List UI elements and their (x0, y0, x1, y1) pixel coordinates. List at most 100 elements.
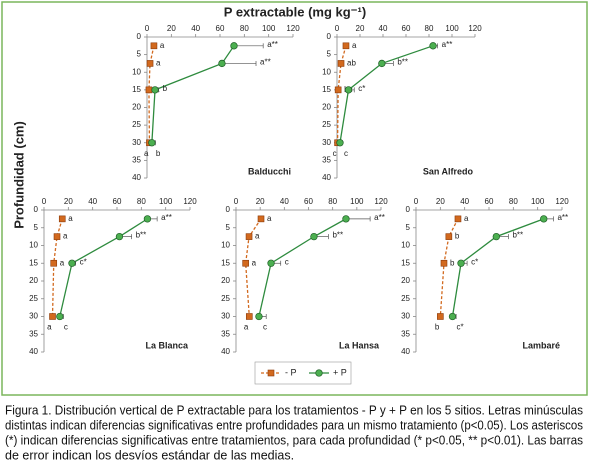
series-line (451, 218, 544, 317)
point-letter: ab (347, 59, 356, 68)
marker (49, 313, 56, 320)
series-line (151, 45, 235, 143)
panel-title: San Alfredo (423, 166, 474, 176)
x-tick-label: 100 (159, 197, 173, 206)
y-tick-label: 30 (132, 138, 141, 147)
panel-title: Lambaré (522, 340, 560, 350)
x-tick-label: 20 (167, 24, 176, 33)
y-tick-label: 30 (322, 138, 331, 147)
marker (56, 312, 64, 321)
y-tick-label: 15 (322, 85, 331, 94)
x-tick-label: 100 (531, 197, 545, 206)
y-tick-label: 0 (226, 205, 231, 214)
y-tick-label: 10 (322, 67, 331, 76)
panel-title: La Blanca (145, 340, 189, 350)
y-tick-label: 35 (221, 329, 230, 338)
point-letter: b (156, 149, 161, 158)
point-letter: a (63, 232, 68, 241)
y-tick-label: 20 (29, 276, 38, 285)
y-tick-label: 20 (132, 103, 141, 112)
point-letter: c (64, 323, 68, 332)
marker (150, 42, 158, 50)
x-tick-label: 40 (379, 24, 388, 33)
frame (1, 1, 588, 396)
point-letter: c (263, 323, 267, 332)
marker (68, 259, 76, 267)
marker (245, 313, 253, 320)
point-letter: a** (161, 213, 172, 222)
marker (115, 232, 124, 241)
x-tick-label: 60 (216, 24, 225, 33)
marker (145, 86, 153, 94)
point-letter: a (160, 41, 165, 50)
x-tick-label: 100 (445, 24, 459, 33)
marker (146, 60, 154, 67)
point-letter: c* (471, 257, 478, 266)
point-letter: c* (80, 257, 87, 266)
legend-label: + P (333, 367, 347, 377)
marker (255, 312, 263, 321)
x-tick-label: 120 (183, 197, 197, 206)
y-tick-label: 10 (29, 241, 38, 250)
point-letter: a (60, 258, 65, 267)
point-letter: c (285, 257, 289, 266)
y-tick-label: 10 (221, 241, 230, 250)
point-letter: c (333, 149, 337, 158)
marker (344, 86, 353, 94)
y-tick-label: 20 (401, 276, 410, 285)
marker (148, 139, 156, 147)
marker (315, 369, 323, 377)
x-tick-label: 80 (425, 24, 434, 33)
marker (58, 215, 66, 223)
x-tick-label: 40 (280, 197, 289, 206)
y-tick-label: 5 (226, 223, 231, 232)
y-tick-label: 5 (137, 50, 142, 59)
y-tick-label: 35 (322, 155, 331, 164)
point-letter: b** (397, 58, 408, 67)
point-letter: a (47, 323, 52, 332)
marker (336, 139, 344, 147)
marker (457, 259, 465, 267)
marker (454, 215, 462, 223)
marker (230, 42, 238, 50)
y-tick-label: 40 (221, 347, 230, 356)
marker (257, 215, 265, 223)
x-tick-label: 20 (436, 197, 445, 206)
marker (143, 215, 152, 223)
x-tick-label: 0 (414, 197, 419, 206)
marker (378, 59, 386, 68)
marker (218, 59, 226, 68)
marker (310, 232, 318, 241)
caption-line: de error indican los desvíos estándar de… (5, 448, 294, 462)
x-tick-label: 20 (64, 197, 73, 206)
point-letter: a (252, 258, 257, 267)
panel-title: La Hansa (339, 340, 380, 350)
y-tick-label: 5 (34, 223, 39, 232)
marker (245, 233, 253, 240)
point-letter: a (352, 41, 357, 50)
x-tick-label: 0 (234, 197, 239, 206)
y-tick-label: 15 (29, 258, 38, 267)
marker (337, 60, 345, 67)
series-line (245, 218, 262, 317)
y-tick-label: 5 (327, 50, 332, 59)
series-line (51, 218, 63, 317)
x-tick-label: 20 (256, 197, 265, 206)
point-letter: c (344, 149, 348, 158)
x-tick-label: 60 (304, 197, 313, 206)
marker (440, 259, 448, 267)
marker (53, 233, 61, 240)
x-tick-label: 40 (88, 197, 97, 206)
x-tick-label: 0 (42, 197, 47, 206)
y-tick-label: 0 (327, 32, 332, 41)
y-tick-label: 40 (322, 173, 331, 182)
caption-line: distintas indican diferencias significat… (5, 418, 583, 432)
marker (342, 42, 350, 50)
marker (334, 86, 342, 94)
y-tick-label: 20 (221, 276, 230, 285)
point-letter: b** (136, 231, 147, 240)
marker (492, 232, 500, 241)
x-tick-label: 60 (485, 197, 494, 206)
y-tick-label: 40 (29, 347, 38, 356)
y-tick-label: 40 (132, 173, 141, 182)
